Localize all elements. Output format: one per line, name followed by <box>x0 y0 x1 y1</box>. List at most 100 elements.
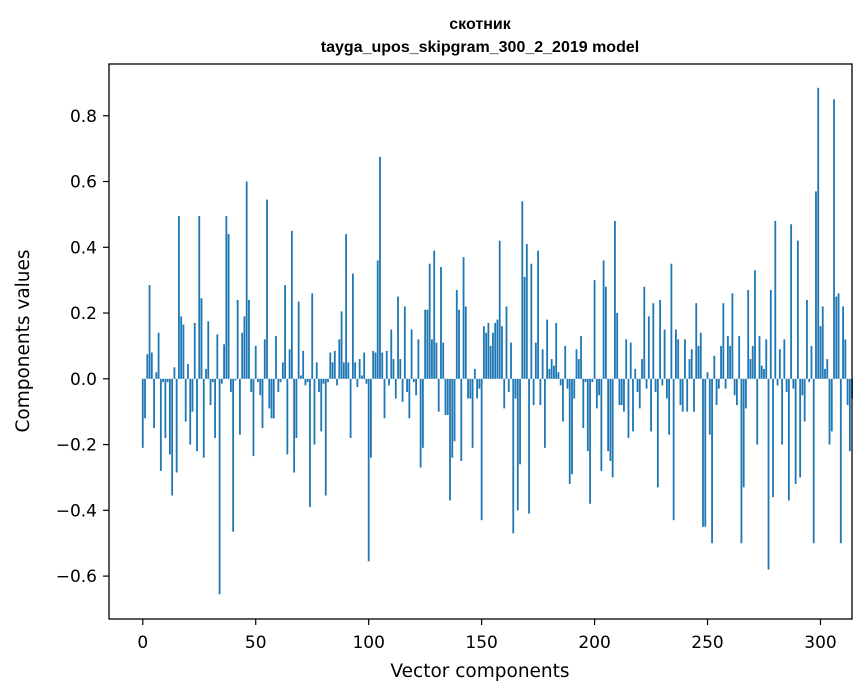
bar <box>690 349 693 379</box>
bar <box>320 378 323 432</box>
bar <box>340 311 343 379</box>
bar <box>487 322 490 379</box>
bar <box>652 303 655 379</box>
bar <box>595 378 598 409</box>
bar <box>609 378 612 461</box>
bar <box>347 362 350 379</box>
y-tick-label: −0.2 <box>56 436 97 456</box>
bar <box>623 378 625 412</box>
bar <box>830 378 833 432</box>
bar <box>284 285 286 379</box>
bar <box>627 378 630 438</box>
bar <box>410 329 413 379</box>
chart-title-line1: скотник <box>449 16 511 33</box>
bar <box>589 378 591 504</box>
bar <box>510 342 512 379</box>
bar <box>636 378 639 392</box>
y-tick-label: −0.6 <box>56 567 97 587</box>
bar <box>345 234 347 379</box>
bar <box>632 378 634 432</box>
bar <box>543 378 546 448</box>
bar <box>534 342 537 379</box>
bar <box>503 378 506 409</box>
bar <box>643 286 646 379</box>
bar <box>799 378 802 478</box>
bar <box>794 378 797 485</box>
bar <box>541 349 544 379</box>
bar <box>363 352 366 379</box>
bar <box>614 220 616 379</box>
bar <box>431 339 433 379</box>
chart-title-line2: tayga_upos_skipgram_300_2_2019 model <box>321 39 639 56</box>
bar <box>150 352 153 379</box>
bar <box>494 322 497 379</box>
bar <box>586 378 589 452</box>
bar <box>281 362 284 379</box>
bar <box>512 378 515 534</box>
x-axis-ticks: 0 50 100 150 200 250 300 <box>137 619 837 653</box>
bar <box>790 224 793 379</box>
bar <box>394 378 397 399</box>
bar <box>173 367 176 379</box>
bar <box>763 368 765 379</box>
bar <box>421 378 424 448</box>
bar <box>327 378 329 383</box>
bar <box>146 354 149 379</box>
bar <box>234 378 237 381</box>
bar <box>571 378 573 475</box>
bar <box>810 345 813 379</box>
bar <box>435 342 438 379</box>
bar <box>342 362 345 379</box>
x-tick-label: 150 <box>465 633 497 653</box>
bar <box>349 378 352 438</box>
bar <box>268 378 271 409</box>
bar <box>803 378 806 422</box>
bar <box>781 378 783 445</box>
bar <box>162 378 165 383</box>
bar <box>148 285 151 379</box>
bar <box>164 378 167 438</box>
bar <box>175 378 178 473</box>
bar <box>670 263 673 379</box>
bar <box>159 378 162 471</box>
bar <box>663 329 666 379</box>
bar <box>442 342 445 379</box>
bar <box>236 299 239 379</box>
bar <box>227 234 230 379</box>
bar <box>645 378 648 389</box>
bar <box>647 316 650 379</box>
bar <box>336 378 338 386</box>
bar <box>155 372 158 379</box>
bar <box>239 378 241 435</box>
bar <box>252 378 255 457</box>
bar <box>250 378 253 392</box>
bar <box>715 378 718 406</box>
bar <box>196 378 198 452</box>
bar <box>449 378 451 501</box>
bar <box>266 199 268 379</box>
bar <box>720 345 722 379</box>
bar <box>467 378 469 399</box>
bar <box>324 378 327 496</box>
bar <box>361 375 363 379</box>
bar <box>216 334 219 379</box>
bar <box>821 306 824 379</box>
bar <box>519 378 521 465</box>
bar <box>397 296 399 379</box>
bar <box>792 378 795 389</box>
bar <box>776 378 779 386</box>
bar <box>279 378 282 383</box>
bar <box>157 332 160 379</box>
bar <box>469 378 472 399</box>
bar <box>656 378 659 488</box>
bar <box>501 326 503 379</box>
bar <box>329 352 332 379</box>
bar <box>202 378 205 458</box>
bar <box>765 339 768 379</box>
bar <box>668 378 671 435</box>
bar <box>189 378 192 445</box>
y-tick-label: 0.4 <box>70 238 97 258</box>
bar <box>460 378 463 461</box>
bar <box>611 378 614 478</box>
bar <box>837 293 840 379</box>
